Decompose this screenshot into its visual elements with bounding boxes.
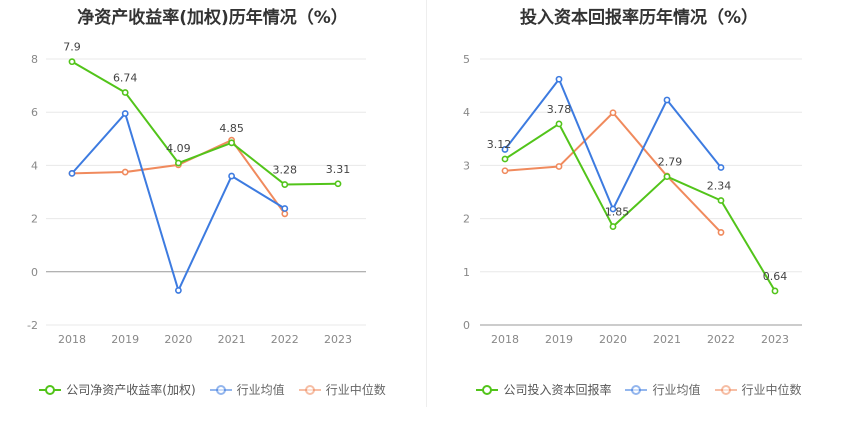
roe-data-point: [281, 181, 289, 188]
roic-chart-plot: 0 1 2 3 4 5 2018 2019 2020 2021 2022 2023 3.12 3.78 1.…: [463, 53, 802, 346]
roic-legend-label: 行业中位数: [741, 383, 802, 397]
roic-data-label: 1.85: [605, 206, 630, 219]
roe-x-tick-label: 2021: [218, 333, 246, 346]
roic-series-line-1: [504, 78, 722, 211]
roe-legend-item-2[interactable]: 行业中位数: [298, 381, 386, 398]
roic-data-label: 3.78: [547, 103, 572, 116]
roic-data-point: [663, 96, 671, 104]
roic-legend-label: 行业均值: [652, 383, 701, 397]
roe-y-tick-label: 2: [31, 213, 38, 226]
roic-data-point: [501, 155, 509, 163]
roic-x-tick-label: 2021: [653, 333, 681, 346]
roic-x-tick-label: 2020: [599, 333, 627, 346]
roe-data-point: [174, 159, 182, 167]
roic-data-point: [609, 205, 617, 213]
roic-data-point: [717, 197, 725, 204]
roe-legend-label: 行业中位数: [325, 383, 386, 397]
roe-y-tick-label: -2: [27, 319, 38, 332]
roic-series-line-0: [504, 122, 776, 292]
roe-y-tick-label: 0: [31, 266, 38, 279]
roe-legend-label: 公司净资产收益率(加权): [66, 383, 196, 397]
roe-legend-item-1[interactable]: 行业均值: [209, 381, 285, 398]
roic-data-label: 2.79: [658, 156, 683, 169]
roe-chart-plot: -2 0 2 4 6 8 2018 2019 2020 2021 2022 2023 7.9 6.74 4.…: [27, 41, 366, 346]
roe-y-tick-label: 6: [31, 106, 38, 119]
roic-x-tick-label: 2018: [491, 333, 519, 346]
roic-data-point: [555, 75, 563, 83]
roic-x-tick-label: 2019: [545, 333, 573, 346]
roic-data-point: [555, 120, 563, 128]
roe-data-label: 3.28: [273, 164, 298, 177]
roic-y-tick-label: 2: [463, 213, 470, 226]
roe-data-point: [281, 210, 289, 218]
roe-x-tick-label: 2020: [164, 333, 192, 346]
roic-data-label: 0.64: [763, 270, 788, 283]
roic-y-tick-label: 0: [463, 319, 470, 332]
roe-x-tick-label: 2022: [271, 333, 299, 346]
roic-x-tick-label: 2022: [707, 333, 735, 346]
roe-data-point: [121, 110, 129, 117]
roic-data-point: [501, 146, 509, 153]
roic-data-point: [501, 167, 509, 175]
roic-chart-legend: 公司投入资本回报率 行业均值 行业中位数: [428, 381, 850, 398]
panel-divider: [426, 0, 427, 407]
roe-legend-swatch: [39, 384, 62, 395]
roic-data-point: [663, 173, 671, 180]
roe-y-tick-label: 4: [31, 159, 38, 172]
roe-series-line-0: [71, 60, 339, 186]
roe-data-label: 6.74: [113, 72, 138, 85]
roe-chart-title: 净资产收益率(加权)历年情况（%）: [77, 8, 348, 28]
roic-data-point: [771, 287, 779, 295]
roic-legend-item-0[interactable]: 公司投入资本回报率: [476, 381, 611, 398]
roe-y-tick-label: 8: [31, 53, 38, 66]
roic-chart-title: 投入资本回报率历年情况（%）: [519, 8, 759, 28]
roe-data-label: 4.09: [166, 142, 191, 155]
roe-data-label: 4.85: [219, 122, 244, 135]
roe-legend-swatch: [209, 384, 232, 395]
roic-data-label: 2.34: [707, 180, 732, 193]
roe-data-point: [121, 89, 129, 96]
roe-data-point: [121, 168, 129, 176]
roic-data-point: [609, 109, 617, 117]
roic-legend-swatch: [714, 384, 737, 395]
roe-chart-legend: 公司净资产收益率(加权) 行业均值 行业中位数: [0, 381, 425, 398]
roe-x-tick-label: 2023: [324, 333, 352, 346]
roe-data-label: 7.9: [63, 41, 81, 54]
roe-x-tick-label: 2018: [58, 333, 86, 346]
roic-data-point: [717, 229, 725, 236]
roic-data-label: 3.12: [487, 138, 512, 151]
roe-legend-label: 行业均值: [236, 383, 285, 397]
roic-x-tick-label: 2023: [761, 333, 789, 346]
roe-chart-panel: 净资产收益率(加权)历年情况（%） -2 0 2 4 6 8 2018 2019 2020 202…: [0, 8, 425, 398]
roe-data-point: [68, 169, 76, 177]
roic-data-point: [717, 164, 725, 171]
roe-data-point: [228, 139, 235, 147]
roe-data-point: [68, 58, 76, 66]
roic-legend-item-1[interactable]: 行业均值: [625, 381, 701, 398]
roic-legend-item-2[interactable]: 行业中位数: [714, 381, 802, 398]
roic-legend-swatch: [476, 384, 499, 395]
roe-data-label: 3.31: [326, 163, 351, 176]
roe-data-point: [281, 205, 289, 212]
roe-data-point: [174, 287, 182, 294]
roe-series-line-1: [71, 112, 286, 292]
roic-legend-label: 公司投入资本回报率: [503, 383, 612, 397]
roic-y-tick-label: 4: [463, 106, 470, 119]
roe-legend-swatch: [298, 384, 321, 395]
roe-data-point: [334, 180, 342, 188]
roic-y-tick-label: 1: [463, 266, 470, 279]
roe-x-tick-label: 2019: [111, 333, 139, 346]
roic-data-point: [555, 163, 563, 170]
roic-y-tick-label: 5: [463, 53, 470, 66]
roic-legend-swatch: [625, 384, 648, 395]
roe-legend-item-0[interactable]: 公司净资产收益率(加权): [39, 381, 196, 398]
roic-y-tick-label: 3: [463, 159, 470, 172]
roic-data-point: [609, 223, 617, 230]
roe-data-point: [228, 172, 235, 180]
roic-chart-panel: 投入资本回报率历年情况（%） 0 1 2 3 4 5 2018 2019 2020 2021 202…: [428, 0, 850, 437]
